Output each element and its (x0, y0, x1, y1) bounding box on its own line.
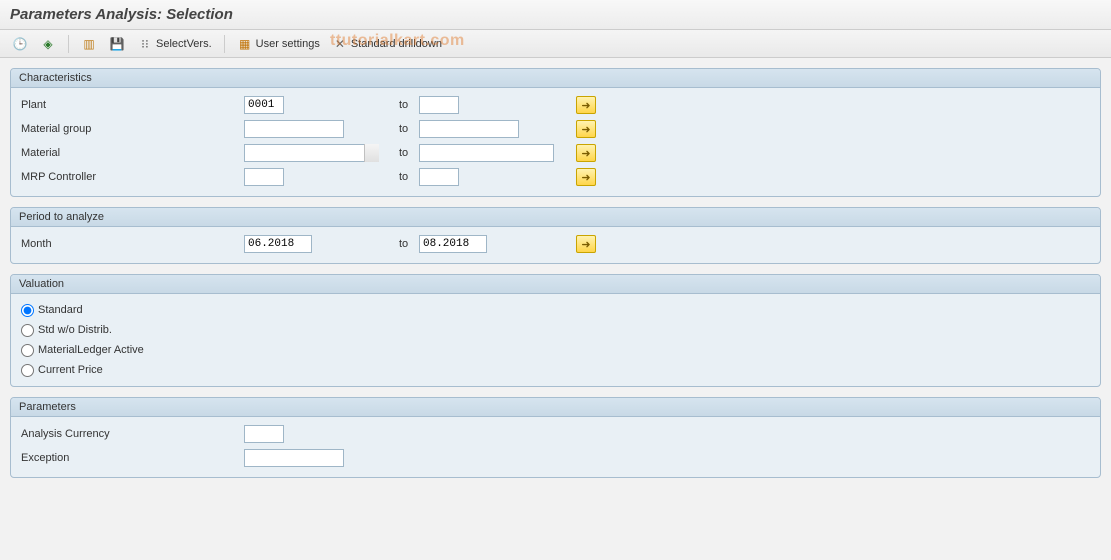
parameters-group: Parameters Analysis Currency Exception (10, 397, 1101, 478)
user-settings-button[interactable]: ▦ User settings (233, 34, 324, 54)
std-drilldown-label: Standard drilldown (351, 38, 442, 50)
plant-row: Plant to ➜ (19, 94, 1092, 116)
to-label: to (399, 147, 419, 159)
content-area: Characteristics Plant to ➜ Material grou… (0, 58, 1111, 498)
toolbar: 🕒 ◈ ▥ 💾 ⁝⁝ SelectVers. ▦ User settings ✕… (0, 30, 1111, 58)
month-row: Month to ➜ (19, 233, 1092, 255)
month-label: Month (19, 238, 244, 250)
exception-row: Exception (19, 447, 1092, 469)
to-label: to (399, 238, 419, 250)
month-from-input[interactable] (244, 235, 312, 253)
mrp-controller-row: MRP Controller to ➜ (19, 166, 1092, 188)
hierarchy-icon: ⁝⁝ (137, 36, 153, 52)
arrow-right-icon: ➜ (581, 99, 590, 112)
mrp-controller-label: MRP Controller (19, 171, 244, 183)
analysis-currency-label: Analysis Currency (19, 428, 244, 440)
arrow-right-icon: ➜ (581, 171, 590, 184)
valuation-group: Valuation Standard Std w/o Distrib. Mate… (10, 274, 1101, 387)
plant-to-input[interactable] (419, 96, 459, 114)
std-wo-distrib-label[interactable]: Std w/o Distrib. (38, 324, 112, 336)
execute-button[interactable]: 🕒 (8, 34, 32, 54)
arrow-right-icon: ➜ (581, 147, 590, 160)
material-more-button[interactable]: ➜ (576, 144, 596, 162)
material-from-input[interactable] (244, 144, 379, 162)
mrp-more-button[interactable]: ➜ (576, 168, 596, 186)
period-group: Period to analyze Month to ➜ (10, 207, 1101, 264)
to-label: to (399, 99, 419, 111)
tools-icon: ✕ (332, 36, 348, 52)
mrp-from-input[interactable] (244, 168, 284, 186)
month-to-input[interactable] (419, 235, 487, 253)
to-label: to (399, 123, 419, 135)
to-label: to (399, 171, 419, 183)
save-icon: 💾 (109, 36, 125, 52)
ml-active-label[interactable]: MaterialLedger Active (38, 344, 144, 356)
month-more-button[interactable]: ➜ (576, 235, 596, 253)
analysis-currency-row: Analysis Currency (19, 423, 1092, 445)
current-price-label[interactable]: Current Price (38, 364, 103, 376)
material-to-input[interactable] (419, 144, 554, 162)
valuation-header: Valuation (11, 275, 1100, 294)
arrow-right-icon: ➜ (581, 123, 590, 136)
material-group-from-input[interactable] (244, 120, 344, 138)
material-group-more-button[interactable]: ➜ (576, 120, 596, 138)
title-bar: Parameters Analysis: Selection (0, 0, 1111, 30)
characteristics-group: Characteristics Plant to ➜ Material grou… (10, 68, 1101, 197)
period-header: Period to analyze (11, 208, 1100, 227)
display-icon: ▥ (81, 36, 97, 52)
material-group-to-input[interactable] (419, 120, 519, 138)
material-group-row: Material group to ➜ (19, 118, 1092, 140)
analysis-currency-input[interactable] (244, 425, 284, 443)
exception-label: Exception (19, 452, 244, 464)
current-price-radio[interactable] (21, 364, 34, 377)
toolbar-separator (224, 35, 225, 53)
ml-active-radio[interactable] (21, 344, 34, 357)
table-icon: ▦ (237, 36, 253, 52)
clock-execute-icon: 🕒 (12, 36, 28, 52)
standard-radio[interactable] (21, 304, 34, 317)
mrp-to-input[interactable] (419, 168, 459, 186)
std-wo-distrib-radio[interactable] (21, 324, 34, 337)
save-button[interactable]: 💾 (105, 34, 129, 54)
parameters-header: Parameters (11, 398, 1100, 417)
select-version-label: SelectVers. (156, 38, 212, 50)
user-settings-label: User settings (256, 38, 320, 50)
standard-drilldown-button[interactable]: ✕ Standard drilldown (328, 34, 446, 54)
display-button[interactable]: ▥ (77, 34, 101, 54)
arrow-right-icon: ➜ (581, 238, 590, 251)
plant-more-button[interactable]: ➜ (576, 96, 596, 114)
toolbar-separator (68, 35, 69, 53)
material-label: Material (19, 147, 244, 159)
plant-label: Plant (19, 99, 244, 111)
page-title: Parameters Analysis: Selection (10, 6, 1101, 23)
plant-from-input[interactable] (244, 96, 284, 114)
material-group-label: Material group (19, 123, 244, 135)
select-version-button[interactable]: ⁝⁝ SelectVers. (133, 34, 216, 54)
characteristics-header: Characteristics (11, 69, 1100, 88)
execute-print-button[interactable]: ◈ (36, 34, 60, 54)
standard-radio-label[interactable]: Standard (38, 304, 83, 316)
execute-arrow-icon: ◈ (40, 36, 56, 52)
material-row: Material to ➜ (19, 142, 1092, 164)
exception-input[interactable] (244, 449, 344, 467)
